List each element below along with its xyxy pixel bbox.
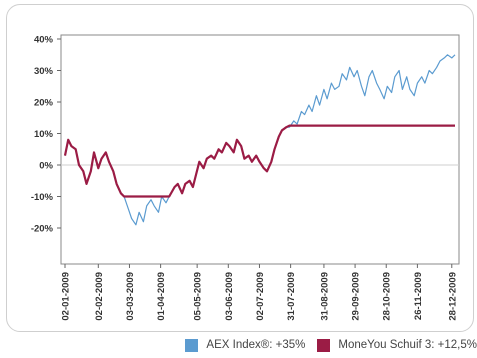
plot-area	[60, 34, 460, 265]
x-tick-label: 03-06-2009	[224, 272, 235, 321]
legend-swatch-moneyou	[317, 338, 331, 352]
chart-card: 40% 30% 20% 10% 0% -10% -20% 02-01-2009 02-02-2…	[6, 4, 474, 332]
legend-item-aex: AEX Index®: +35%	[185, 338, 306, 352]
y-tick-label: 0%	[39, 161, 53, 172]
x-tick-label: 28-12-2009	[447, 272, 458, 321]
y-tick-label: -20%	[31, 224, 54, 235]
x-tick-label: 31-08-2009	[319, 272, 330, 321]
x-tick-label: 01-04-2009	[156, 272, 167, 321]
x-tick-label: 02-01-2009	[61, 272, 72, 321]
legend-swatch-aex	[185, 338, 199, 352]
series-lines	[63, 54, 456, 226]
y-tick-label: 20%	[34, 98, 54, 109]
legend-label-aex: AEX Index®: +35%	[206, 339, 306, 351]
y-tick-label: 30%	[34, 66, 54, 77]
x-axis: 02-01-2009 02-02-2009 03-03-2009 01-04-2009…	[61, 264, 458, 321]
y-axis: 40% 30% 20% 10% 0% -10% -20%	[31, 35, 61, 235]
y-tick-label: 40%	[34, 35, 54, 46]
x-tick-label: 05-05-2009	[193, 272, 204, 321]
x-tick-label: 31-07-2009	[286, 272, 297, 321]
x-tick-label: 29-09-2009	[351, 272, 362, 321]
y-tick-label: 10%	[34, 129, 54, 140]
legend: AEX Index®: +35% MoneYou Schuif 3: +12,5…	[0, 335, 477, 355]
x-tick-label: 02-02-2009	[94, 272, 105, 321]
x-tick-label: 02-07-2009	[255, 272, 266, 321]
y-tick-label: -10%	[31, 192, 54, 203]
line-chart: 40% 30% 20% 10% 0% -10% -20% 02-01-2009 02-02-2…	[31, 34, 460, 321]
x-tick-label: 26-11-2009	[413, 272, 424, 320]
x-tick-label: 03-03-2009	[125, 272, 136, 321]
legend-item-moneyou: MoneYou Schuif 3: +12,5%	[317, 338, 477, 352]
x-tick-label: 28-10-2009	[382, 272, 393, 321]
legend-label-moneyou: MoneYou Schuif 3: +12,5%	[338, 339, 477, 351]
series-line-moneyou	[63, 124, 455, 198]
